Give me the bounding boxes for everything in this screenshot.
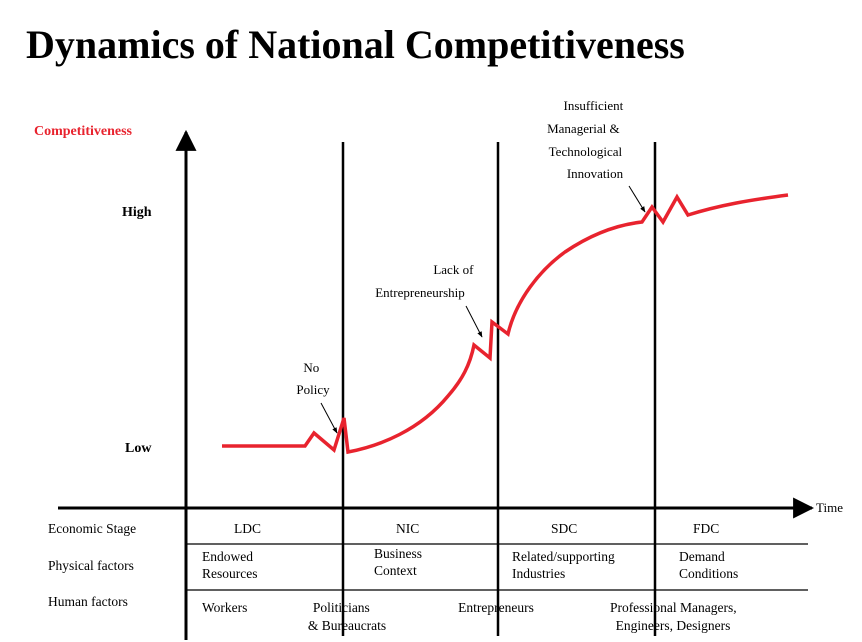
row-label-human-factors: Human factors: [48, 594, 128, 609]
page-title: Dynamics of National Competitiveness: [26, 22, 685, 67]
annotation-arrow-insufficient-innovation: [628, 185, 646, 213]
annotation-no-policy: No Policy: [296, 360, 330, 397]
physical-factor-fdc: Demand Conditions: [679, 549, 738, 581]
human-factor-ldc: Workers: [202, 600, 247, 615]
stage-fdc: FDC: [693, 521, 719, 536]
physical-factor-sdc: Related/supporting Industries: [512, 549, 618, 581]
annotation-arrow-lack-of-entrepreneurship: [465, 305, 483, 338]
stage-sdc: SDC: [551, 521, 577, 536]
stage-ldc: LDC: [234, 521, 261, 536]
human-factor-sdc: Entrepreneurs: [458, 600, 534, 615]
human-factor-nic: Politicians & Bureaucrats: [308, 600, 386, 633]
annotation-arrow-no-policy: [320, 402, 338, 434]
competitiveness-curve: [222, 193, 789, 455]
annotation-insufficient-innovation: Insufficient Managerial & Technological …: [547, 98, 626, 181]
row-label-physical-factors: Physical factors: [48, 558, 134, 573]
annotation-lack-of-entrepreneurship: Lack of Entrepreneurship: [375, 262, 476, 300]
physical-factor-ldc: Endowed Resources: [202, 549, 257, 581]
x-axis-label: Time: [816, 500, 843, 515]
row-label-economic-stage: Economic Stage: [48, 521, 136, 536]
stage-nic: NIC: [396, 521, 419, 536]
level-high-label: High: [122, 205, 152, 220]
y-axis-label: Competitiveness: [34, 124, 133, 139]
level-low-label: Low: [125, 441, 152, 456]
human-factor-fdc: Professional Managers, Engineers, Design…: [610, 600, 740, 633]
physical-factor-nic: Business Context: [374, 546, 425, 578]
